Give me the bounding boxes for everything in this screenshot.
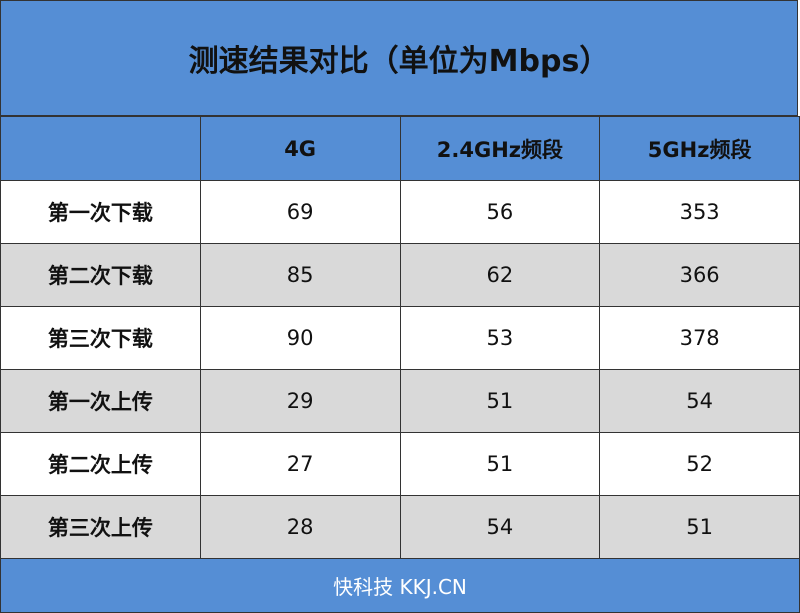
speed-table: 4G 2.4GHz频段 5GHz频段 第一次下载 69 56 353 第二次下载 85 62…	[0, 116, 800, 559]
table-title: 测速结果对比（单位为Mbps）	[0, 0, 798, 116]
value-cell: 52	[599, 432, 800, 496]
row-label: 第三次下载	[0, 306, 201, 370]
header-cell	[0, 116, 201, 181]
value-cell: 28	[199, 495, 401, 559]
row-label: 第二次上传	[0, 432, 201, 496]
value-cell: 90	[199, 306, 401, 370]
header-cell: 4G	[199, 116, 401, 181]
footer-watermark: 快科技 KKJ.CN	[0, 558, 800, 613]
value-cell: 54	[599, 369, 800, 433]
table-row: 第一次上传 29 51 54	[0, 369, 800, 433]
row-label: 第三次上传	[0, 495, 201, 559]
header-cell: 5GHz频段	[599, 116, 800, 181]
value-cell: 62	[399, 243, 601, 307]
value-cell: 366	[599, 243, 800, 307]
table-row: 第二次上传 27 51 52	[0, 432, 800, 496]
row-label: 第一次上传	[0, 369, 201, 433]
table-row: 第二次下载 85 62 366	[0, 243, 800, 307]
value-cell: 51	[399, 369, 601, 433]
value-cell: 54	[399, 495, 601, 559]
table-row: 第一次下载 69 56 353	[0, 180, 800, 244]
table-row: 第三次上传 28 54 51	[0, 495, 800, 559]
value-cell: 27	[199, 432, 401, 496]
row-label: 第二次下载	[0, 243, 201, 307]
value-cell: 29	[199, 369, 401, 433]
header-row: 4G 2.4GHz频段 5GHz频段	[0, 116, 800, 181]
header-cell: 2.4GHz频段	[399, 116, 601, 181]
table-row: 第三次下载 90 53 378	[0, 306, 800, 370]
value-cell: 69	[199, 180, 401, 244]
value-cell: 378	[599, 306, 800, 370]
value-cell: 51	[399, 432, 601, 496]
value-cell: 85	[199, 243, 401, 307]
value-cell: 51	[599, 495, 800, 559]
row-label: 第一次下载	[0, 180, 201, 244]
value-cell: 53	[399, 306, 601, 370]
value-cell: 353	[599, 180, 800, 244]
value-cell: 56	[399, 180, 601, 244]
